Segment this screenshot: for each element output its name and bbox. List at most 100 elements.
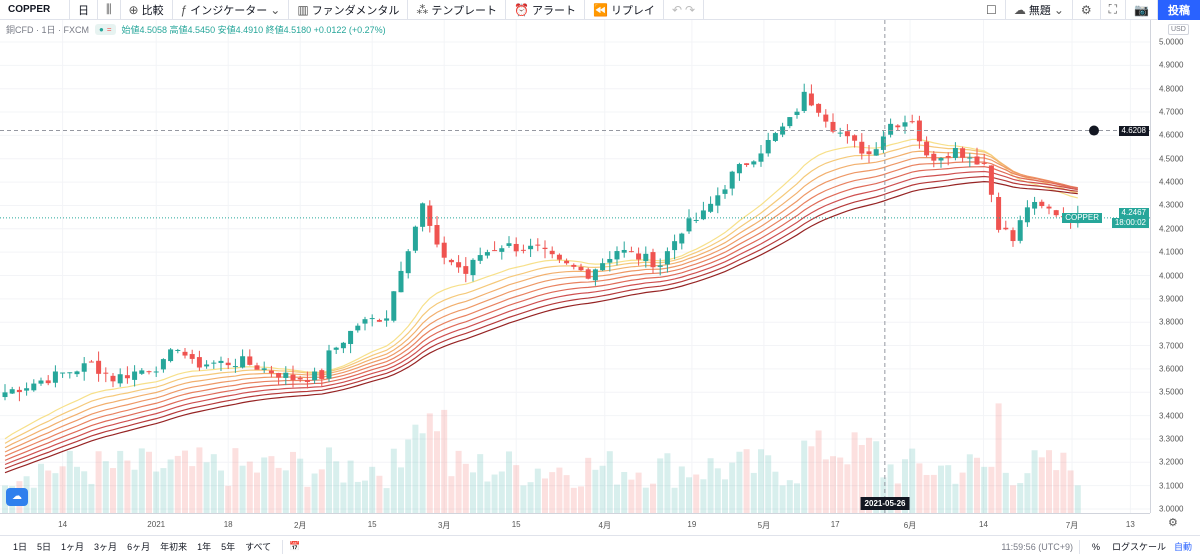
fundamentals-button[interactable]: ▥ ファンダメンタル [289, 0, 409, 20]
axis-settings-gear-icon[interactable]: ⚙ [1168, 517, 1178, 529]
legend-toggle[interactable]: ● = [95, 24, 116, 35]
volume-bar [419, 433, 426, 513]
ema-ribbon-line [4, 170, 1078, 466]
volume-bar [477, 454, 484, 513]
candle-body [1017, 220, 1023, 241]
volume-bar [578, 486, 584, 513]
volume-bar [1060, 452, 1067, 513]
redo-icon[interactable]: ↷ [685, 2, 696, 17]
volume-bar [124, 460, 131, 513]
save-layout-button[interactable]: ☁ 無題 ⌄ [1006, 0, 1073, 20]
clock[interactable]: 11:59:56 (UTC+9) [1001, 541, 1073, 552]
candles-icon: ⫼ [106, 2, 112, 16]
candle-body [873, 149, 879, 156]
snapshot-button[interactable]: 📷 [1126, 0, 1158, 20]
range-button[interactable]: 1年 [197, 542, 212, 552]
volume-bar [138, 448, 145, 513]
volume-bar [599, 465, 606, 513]
candle-body [549, 250, 555, 255]
auto-scale-toggle[interactable]: 自動 [1173, 542, 1192, 552]
candle-body [643, 253, 649, 261]
layout-toggle[interactable]: ☐ [978, 0, 1006, 20]
volume-bar [671, 487, 678, 513]
volume-bar [282, 470, 289, 513]
candle-body [600, 263, 606, 271]
volume-bar [470, 472, 476, 513]
time-axis[interactable]: 14 2021 18 2月 15 3月 15 4月 19 5月 17 6月 14 7月 13 [0, 513, 1150, 535]
settings-button[interactable]: ⚙ [1073, 0, 1101, 20]
candle-body [787, 117, 793, 127]
candle-body [355, 325, 361, 331]
symbol-search[interactable]: COPPER [0, 0, 70, 20]
candle-body [650, 252, 656, 268]
volume-bar [642, 487, 649, 513]
layout-name: 無題 [1028, 4, 1051, 17]
range-button[interactable]: 1ヶ月 [61, 542, 85, 552]
volume-bar [246, 461, 253, 513]
volume-bar [858, 444, 865, 513]
volume-bar [549, 472, 556, 513]
interval-button[interactable]: 日 [70, 0, 98, 20]
volume-bar [441, 409, 448, 513]
chart-type-button[interactable]: ⫼ [98, 0, 121, 20]
volume-bar [851, 432, 858, 513]
candle-body [902, 122, 908, 127]
candle-body [772, 133, 778, 141]
templates-button[interactable]: ⁂ テンプレート [408, 0, 507, 20]
range-button[interactable]: 5日 [37, 542, 52, 552]
candle-body [636, 253, 642, 260]
publish-button[interactable]: 投稿 [1158, 0, 1200, 20]
volume-bar [146, 451, 152, 513]
percent-toggle[interactable]: % [1091, 541, 1100, 552]
volume-bar [182, 450, 188, 513]
price-tick: 4.5000 [1159, 154, 1184, 164]
candle-body [621, 249, 627, 253]
compare-button[interactable]: ⊕ 比較 [121, 0, 173, 20]
price-axis[interactable]: 5.0000 4.9000 4.8000 4.7000 4.6000 4.5000 4.40… [1150, 20, 1200, 514]
log-scale-toggle[interactable]: ログスケール [1111, 542, 1166, 552]
candle-body [45, 380, 51, 384]
candle-body [952, 147, 958, 158]
range-button[interactable]: 6ヶ月 [127, 542, 151, 552]
candle-body [319, 370, 325, 379]
volume-bar [102, 461, 109, 513]
range-button[interactable]: 3ヶ月 [94, 542, 118, 552]
tradingview-logo-icon[interactable]: ☁ [6, 488, 28, 506]
volume-bar [189, 466, 196, 513]
undo-icon[interactable]: ↶ [671, 2, 682, 17]
fullscreen-button[interactable]: ⛶ [1101, 0, 1127, 20]
volume-bar [664, 453, 671, 513]
candle-body [175, 349, 181, 351]
range-button[interactable]: 1日 [13, 542, 28, 552]
range-button[interactable]: 年初来 [160, 542, 188, 552]
volume-bar [45, 470, 52, 513]
candle-body [333, 347, 339, 350]
alert-label: アラート [531, 4, 576, 17]
replay-button[interactable]: ⏪ リプレイ [585, 0, 664, 20]
candle-body [499, 248, 505, 252]
volume-bar [318, 469, 325, 513]
volume-bar [902, 459, 908, 513]
volume-bar [614, 484, 620, 513]
candle-body [348, 330, 354, 345]
candle-body [1032, 201, 1038, 209]
candle-body [744, 163, 750, 166]
crosshair-date: 2021-05-26 [860, 497, 910, 510]
currency-label[interactable]: USD [1168, 24, 1189, 35]
price-tick: 3.3000 [1159, 434, 1184, 444]
divider [1078, 539, 1080, 554]
price-tick: 4.4000 [1159, 177, 1184, 187]
time-tick: 15 [367, 520, 377, 529]
candle-body [16, 389, 22, 393]
date-range-icon[interactable]: 📅 [289, 541, 301, 551]
candle-body [146, 371, 152, 373]
price-tick: 4.3000 [1159, 200, 1184, 210]
time-tick: 7月 [1065, 521, 1079, 530]
price-chart[interactable] [0, 20, 1150, 513]
indicators-button[interactable]: ƒ インジケーター ⌄ [173, 0, 290, 20]
candle-body [736, 164, 742, 174]
range-button[interactable]: 5年 [221, 542, 236, 552]
symbol-price-label: COPPER [1062, 212, 1102, 223]
alert-button[interactable]: ⏰ アラート [506, 0, 585, 20]
range-button[interactable]: すべて [245, 542, 272, 552]
